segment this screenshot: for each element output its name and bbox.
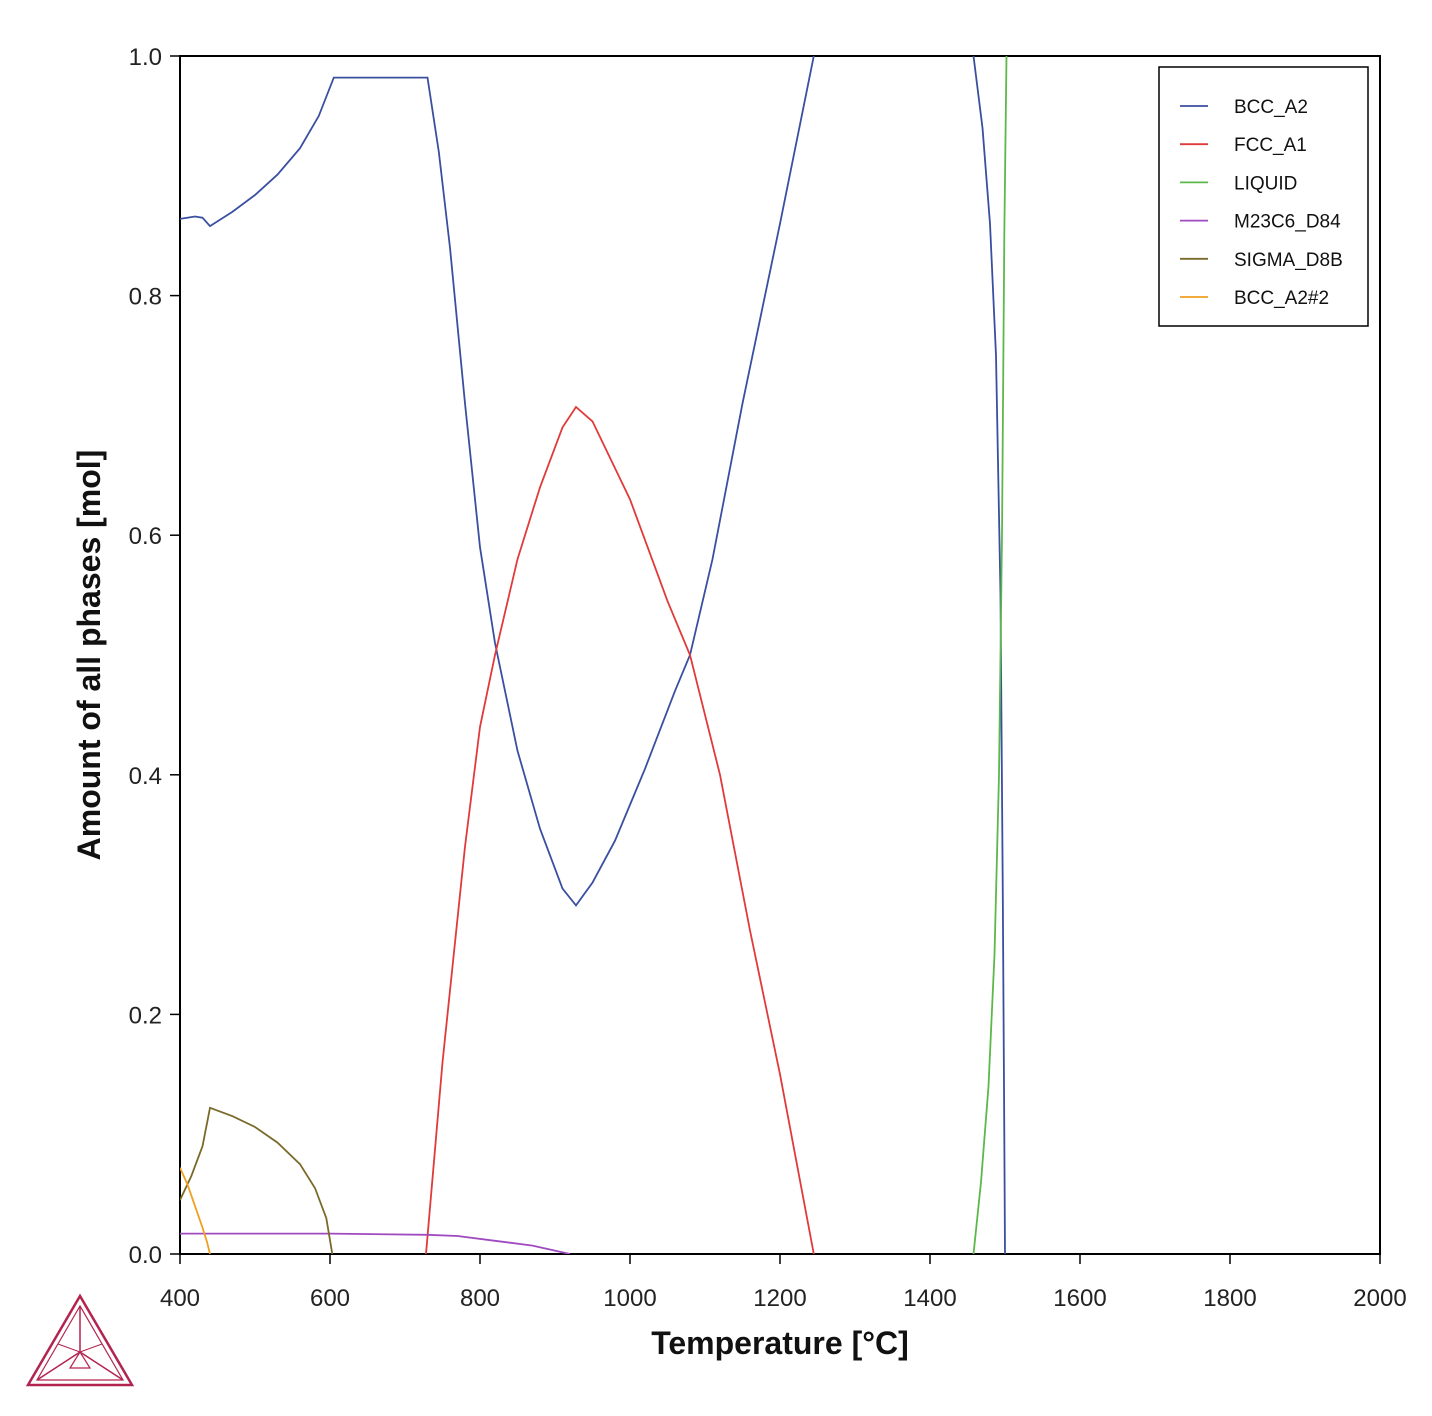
x-axis-title: Temperature [°C] — [651, 1325, 909, 1361]
legend-label: BCC_A2#2 — [1234, 288, 1329, 309]
legend-label: FCC_A1 — [1234, 135, 1307, 156]
y-tick-label: 0.2 — [129, 1002, 162, 1029]
series-line-fcc-a1-2 — [425, 405, 815, 1254]
x-tick-label: 1800 — [1203, 1285, 1256, 1312]
y-tick-label: 0.4 — [129, 763, 162, 790]
legend-label: LIQUID — [1234, 173, 1297, 194]
legend-label: M23C6_D84 — [1234, 212, 1341, 233]
x-tick-label: 2000 — [1353, 1285, 1406, 1312]
y-tick-label: 0.0 — [129, 1242, 162, 1269]
legend: BCC_A2 FCC_A1 LIQUID M23C6_D84 SIGMA_D8B BCC_… — [1158, 66, 1369, 327]
x-tick-label: 600 — [310, 1285, 350, 1312]
y-tick-label: 0.8 — [129, 284, 162, 311]
x-axis: 400 600 800 1000 1200 1400 1600 1800 2000 — [160, 1254, 1407, 1312]
x-tick-label: 400 — [160, 1285, 200, 1312]
legend-label: SIGMA_D8B — [1234, 250, 1343, 271]
series-line-bcc-a2-0 — [180, 56, 815, 907]
series-line-bcc-a2-1 — [972, 56, 1006, 1254]
x-tick-label: 1200 — [753, 1285, 806, 1312]
y-tick-label: 0.6 — [129, 523, 162, 550]
x-tick-label: 1000 — [603, 1285, 656, 1312]
series-line-bcc-a2-2-6 — [180, 1167, 211, 1254]
x-tick-label: 1400 — [903, 1285, 956, 1312]
legend-label: BCC_A2 — [1234, 97, 1308, 118]
y-tick-label: 1.0 — [129, 44, 162, 71]
series-line-m23c6-d84-4 — [180, 1232, 571, 1254]
y-axis-title: Amount of all phases [mol] — [71, 450, 107, 861]
series-line-sigma-d8b-5 — [180, 1106, 334, 1254]
series-line-liquid-3 — [972, 56, 1008, 1254]
series-layer — [180, 56, 1008, 1254]
y-axis: 0.0 0.2 0.4 0.6 0.8 1.0 — [129, 44, 180, 1269]
legend-box — [1158, 66, 1369, 327]
x-tick-label: 800 — [460, 1285, 500, 1312]
thermo-calc-logo-icon — [25, 1293, 135, 1387]
x-tick-label: 1600 — [1053, 1285, 1106, 1312]
